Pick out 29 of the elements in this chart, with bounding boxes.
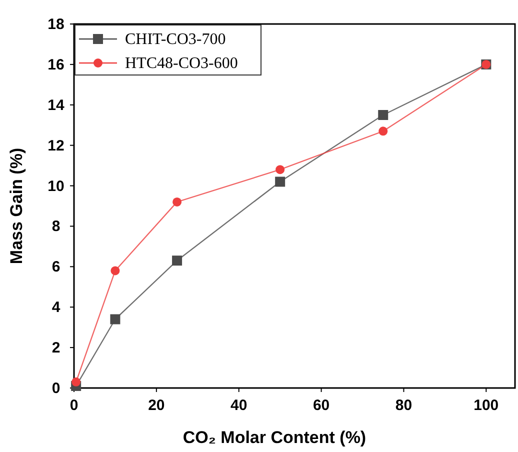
- y-tick-label: 10: [48, 178, 64, 195]
- x-tick-label: 80: [395, 397, 412, 414]
- y-tick-label: 18: [48, 16, 64, 33]
- legend-label: CHIT-CO3-700: [125, 31, 226, 48]
- y-tick-label: 2: [52, 340, 60, 357]
- legend-label: HTC48-CO3-600: [125, 55, 238, 72]
- point: [172, 256, 182, 266]
- point: [110, 266, 120, 276]
- point: [275, 176, 286, 187]
- x-tick-label: 60: [312, 397, 330, 414]
- point: [378, 110, 388, 120]
- x-tick-label: 20: [148, 397, 165, 414]
- point: [72, 377, 81, 386]
- y-tick-label: 6: [52, 258, 60, 276]
- x-tick-label: 100: [474, 397, 499, 414]
- y-axis-title: Mass Gain (%): [7, 148, 26, 264]
- y-tick-label: 4: [52, 299, 61, 316]
- point: [172, 197, 182, 206]
- x-axis-title: CO₂ Molar Content (%): [182, 428, 366, 447]
- y-tick-label: 8: [52, 218, 60, 236]
- x-tick-label: 40: [230, 397, 248, 414]
- point: [110, 314, 120, 324]
- y-tick-label: 14: [48, 96, 65, 114]
- point: [276, 165, 285, 174]
- y-tick-label: 12: [48, 137, 64, 154]
- y-tick-label: 16: [48, 56, 64, 74]
- x-tick-label: 0: [70, 397, 78, 414]
- point: [378, 126, 388, 136]
- y-tick-label: 0: [52, 380, 60, 397]
